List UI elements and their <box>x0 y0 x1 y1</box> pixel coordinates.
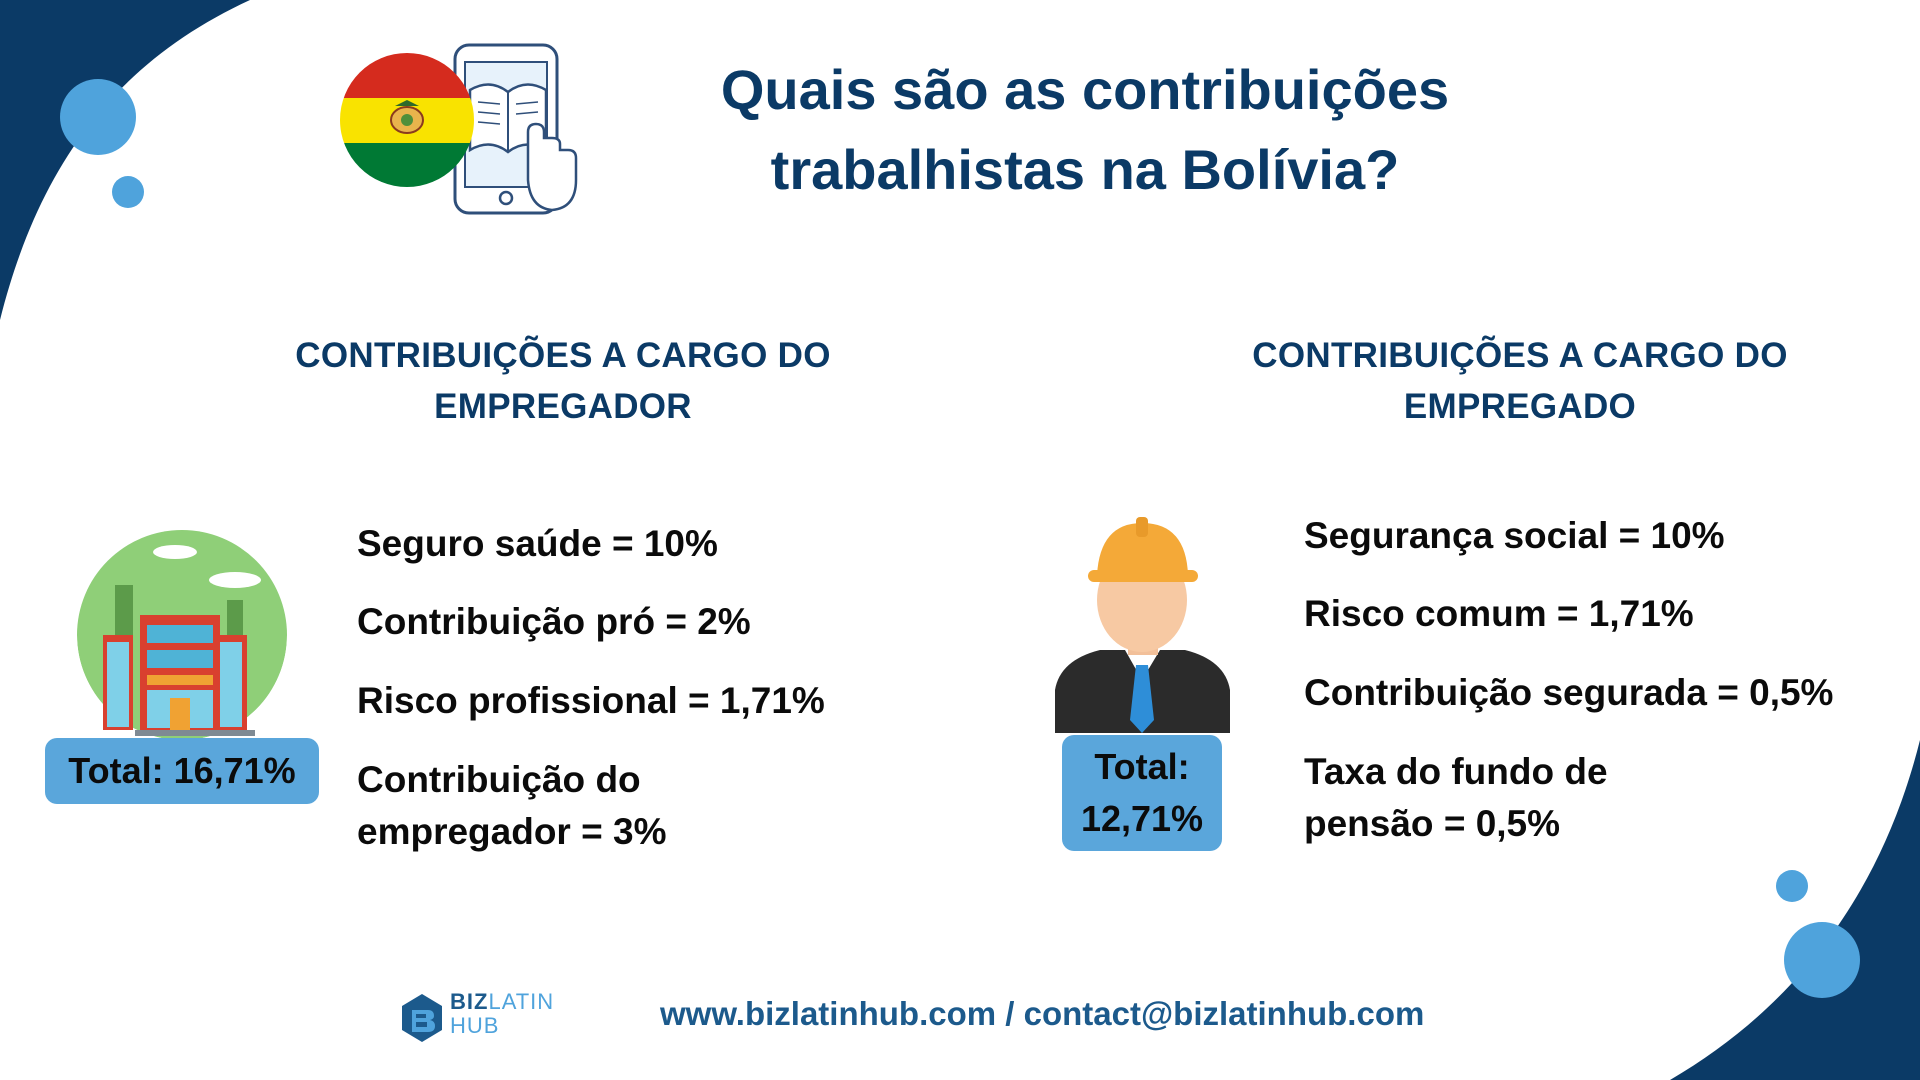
list-item: Contribuição pró = 2% <box>357 601 751 642</box>
employer-heading: CONTRIBUIÇÕES A CARGO DO EMPREGADOR <box>253 330 873 432</box>
tablet-book-icon <box>453 43 578 215</box>
employee-total-line-2: 12,71% <box>1080 798 1204 839</box>
employer-heading-line-2: EMPREGADOR <box>434 387 692 426</box>
footer-separator: / <box>996 995 1024 1032</box>
employee-heading: CONTRIBUIÇÕES A CARGO DO EMPREGADO <box>1210 330 1830 432</box>
list-item: Seguro saúde = 10% <box>357 523 718 564</box>
list-item: Segurança social = 10% <box>1304 515 1725 556</box>
header-illustration <box>340 43 578 215</box>
worker-icon <box>1055 517 1230 733</box>
list-item: pensão = 0,5% <box>1304 803 1561 844</box>
list-item: Risco comum = 1,71% <box>1304 593 1694 634</box>
employee-total-line-1: Total: <box>1094 746 1190 787</box>
list-item: Contribuição do <box>357 759 641 800</box>
deco-circle-large-bottom <box>1784 922 1860 998</box>
employee-heading-line-2: EMPREGADO <box>1403 387 1637 426</box>
employee-heading-line-1: CONTRIBUIÇÕES A CARGO DO <box>1252 336 1788 375</box>
list-item: empregador = 3% <box>357 811 667 852</box>
deco-circle-large-top <box>60 79 136 155</box>
logo-latin: LATIN <box>488 989 555 1014</box>
employee-contributions-list: Segurança social = 10% Risco comum = 1,7… <box>1304 510 1864 850</box>
website-link[interactable]: www.bizlatinhub.com <box>660 995 997 1032</box>
page-title-line-2: trabalhistas na Bolívia? <box>770 138 1400 201</box>
page-title: Quais são as contribuições trabalhistas … <box>620 50 1550 210</box>
footer-contact: www.bizlatinhub.com / contact@bizlatinhu… <box>660 995 1500 1033</box>
page-title-line-1: Quais são as contribuições <box>720 58 1450 121</box>
employee-total-badge: Total: 12,71% <box>1062 735 1222 851</box>
building-icon <box>77 530 287 740</box>
deco-circle-small-top <box>112 176 144 208</box>
list-item: Risco profissional = 1,71% <box>357 680 825 721</box>
email-link[interactable]: contact@bizlatinhub.com <box>1023 995 1425 1032</box>
logo-biz: BIZ <box>450 989 489 1014</box>
top-left-swoosh <box>0 0 250 320</box>
list-item: Contribuição segurada = 0,5% <box>1304 672 1834 713</box>
deco-circle-small-bottom <box>1776 870 1808 902</box>
bizlatinhub-logo-icon <box>402 994 442 1042</box>
employer-total-text: Total: 16,71% <box>68 750 296 791</box>
list-item: Taxa do fundo de <box>1304 751 1608 792</box>
bizlatinhub-logo-text: BIZLATIN HUB <box>450 990 554 1038</box>
logo-hub: HUB <box>450 1013 500 1038</box>
bolivia-flag-icon <box>340 53 474 187</box>
employer-total-badge: Total: 16,71% <box>45 738 319 804</box>
employer-contributions-list: Seguro saúde = 10% Contribuição pró = 2%… <box>357 518 877 858</box>
bottom-right-swoosh <box>1670 740 1920 1080</box>
bizlatinhub-logo[interactable]: BIZLATIN HUB <box>400 990 570 1046</box>
employer-heading-line-1: CONTRIBUIÇÕES A CARGO DO <box>295 336 831 375</box>
